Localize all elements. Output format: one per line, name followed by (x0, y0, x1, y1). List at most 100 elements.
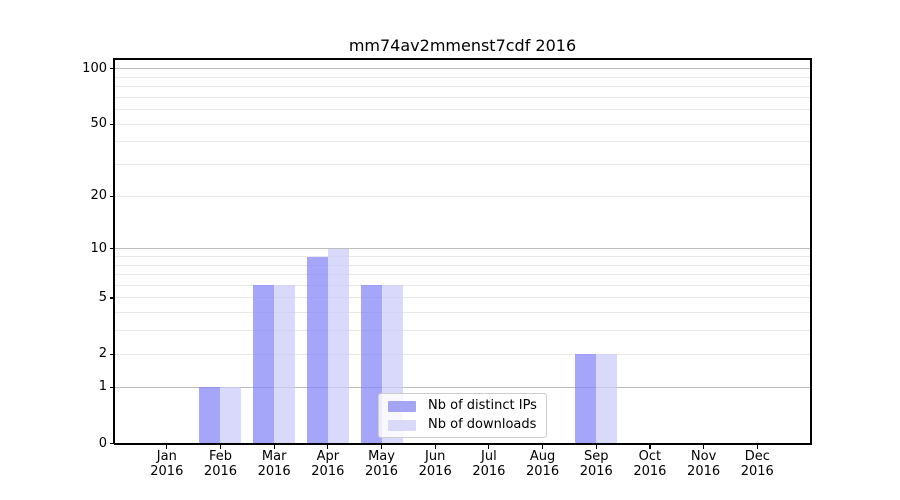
y-tick-10 (109, 248, 114, 250)
x-tick-nov (703, 444, 705, 449)
chart-title: mm74av2mmenst7cdf 2016 (348, 36, 577, 55)
legend-item-nb-of-distinct-ips: Nb of distinct IPs (388, 398, 537, 414)
y-gridline-major-100 (114, 68, 811, 70)
x-tick-label-dec: Dec 2016 (725, 449, 789, 479)
y-tick-label-100: 100 (82, 60, 107, 76)
x-tick-year: 2016 (633, 463, 667, 479)
y-tick-50 (109, 123, 114, 125)
bar-nb-of-distinct-ips-apr (306, 256, 328, 444)
x-tick-month: Dec (744, 449, 770, 464)
x-tick-label-apr: Apr 2016 (296, 449, 360, 479)
x-tick-aug (541, 444, 544, 449)
x-tick-year: 2016 (526, 463, 560, 479)
x-tick-month: Jul (481, 449, 497, 464)
y-gridline-minor-6 (114, 284, 811, 286)
legend-item-nb-of-downloads: Nb of downloads (388, 417, 537, 433)
x-tick-label-jan: Jan 2016 (135, 449, 199, 479)
x-tick-label-feb: Feb 2016 (188, 449, 252, 479)
y-tick-20 (109, 195, 114, 197)
y-tick-label-10: 10 (90, 240, 107, 256)
x-tick-year: 2016 (740, 463, 774, 479)
bar-nb-of-distinct-ips-may (360, 285, 382, 444)
x-tick-label-may: May 2016 (350, 449, 414, 479)
y-gridline-minor-60 (114, 109, 811, 111)
y-gridline-major-10 (114, 248, 811, 250)
x-tick-year: 2016 (311, 463, 345, 479)
x-tick-month: Mar (261, 449, 287, 464)
x-tick-month: Nov (690, 449, 717, 464)
top-spine (113, 58, 812, 60)
x-tick-label-sep: Sep 2016 (564, 449, 628, 479)
legend-swatch-nb-of-distinct-ips (388, 400, 416, 412)
x-tick-feb (219, 444, 222, 449)
y-gridline-minor-20 (114, 195, 811, 197)
y-gridline-minor-40 (114, 141, 811, 143)
left-spine (113, 58, 115, 445)
legend-label: Nb of distinct IPs (428, 398, 537, 413)
y-tick-0 (109, 443, 114, 445)
x-tick-oct (649, 444, 651, 449)
y-gridline-minor-8 (114, 264, 811, 266)
legend-label: Nb of downloads (428, 417, 537, 432)
x-tick-year: 2016 (472, 463, 506, 479)
x-tick-month: Apr (316, 449, 340, 464)
x-tick-month: Sep (583, 449, 609, 464)
x-tick-label-nov: Nov 2016 (672, 449, 736, 479)
x-tick-jun (434, 444, 436, 449)
bar-nb-of-downloads-sep (596, 354, 618, 444)
x-tick-year: 2016 (150, 463, 184, 479)
y-tick-100 (109, 68, 114, 70)
y-gridline-minor-7 (114, 274, 811, 276)
right-spine (810, 58, 812, 445)
y-tick-label-1: 1 (98, 379, 107, 395)
x-tick-sep (595, 444, 597, 449)
legend-swatch-nb-of-downloads (388, 419, 416, 431)
x-tick-month: Aug (529, 449, 556, 464)
bar-nb-of-downloads-apr (327, 248, 349, 444)
bar-nb-of-distinct-ips-feb (199, 387, 221, 444)
x-tick-may (380, 444, 383, 449)
y-gridline-minor-50 (114, 123, 811, 125)
y-tick-label-20: 20 (90, 188, 107, 204)
y-gridline-minor-30 (114, 164, 811, 166)
x-tick-label-oct: Oct 2016 (618, 449, 682, 479)
bottom-spine (113, 443, 812, 445)
x-tick-year: 2016 (257, 463, 291, 479)
y-gridline-minor-5 (114, 297, 811, 299)
y-gridline-minor-80 (114, 86, 811, 88)
y-tick-label-0: 0 (98, 435, 107, 451)
x-tick-label-mar: Mar 2016 (242, 449, 306, 479)
y-tick-label-5: 5 (98, 289, 107, 305)
y-tick-label-2: 2 (98, 346, 107, 362)
legend: Nb of distinct IPs Nb of downloads (378, 393, 547, 438)
x-tick-mar (273, 444, 275, 449)
y-gridline-major-1 (114, 386, 811, 388)
y-gridline-minor-90 (114, 76, 811, 78)
bar-nb-of-downloads-feb (220, 387, 242, 444)
x-tick-dec (756, 444, 758, 449)
x-tick-month: Jun (425, 449, 446, 464)
x-tick-label-jun: Jun 2016 (403, 449, 467, 479)
x-tick-year: 2016 (203, 463, 238, 479)
x-tick-year: 2016 (687, 463, 721, 479)
x-tick-month: Oct (638, 449, 662, 464)
y-gridline-minor-70 (114, 96, 811, 98)
x-tick-jan (166, 444, 168, 449)
y-tick-label-50: 50 (90, 116, 107, 132)
x-tick-apr (327, 444, 329, 449)
y-tick-1 (109, 386, 114, 388)
y-tick-2 (109, 353, 114, 355)
y-gridline-minor-3 (114, 330, 811, 332)
y-tick-5 (109, 297, 114, 299)
x-tick-jul (488, 444, 490, 449)
y-gridline-minor-4 (114, 312, 811, 314)
bar-nb-of-downloads-mar (274, 285, 296, 444)
bar-nb-of-distinct-ips-mar (253, 285, 275, 444)
x-tick-month: May (368, 449, 395, 464)
y-gridline-minor-2 (114, 353, 811, 355)
